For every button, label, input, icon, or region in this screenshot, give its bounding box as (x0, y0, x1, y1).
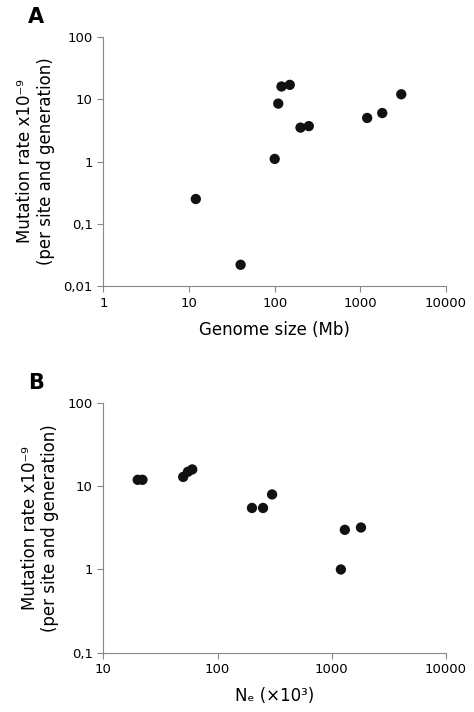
Point (184, 466, 191, 478)
Point (179, 471, 187, 483)
X-axis label: Genome size (Mb): Genome size (Mb) (199, 320, 350, 339)
Point (134, 474, 142, 486)
Point (341, 524, 349, 535)
Point (305, 120, 312, 132)
Point (139, 474, 146, 486)
Point (268, 488, 276, 500)
Point (237, 259, 245, 271)
Point (337, 564, 345, 575)
Point (286, 79, 293, 90)
Point (192, 194, 200, 205)
Text: A: A (28, 7, 44, 27)
Point (364, 112, 371, 124)
X-axis label: Nₑ (×10³): Nₑ (×10³) (235, 687, 314, 705)
Point (278, 80, 285, 92)
Point (378, 108, 386, 119)
Point (271, 153, 279, 164)
Y-axis label: Mutation rate x10⁻⁹
(per site and generation): Mutation rate x10⁻⁹ (per site and genera… (17, 58, 55, 266)
Point (274, 98, 282, 110)
Point (398, 88, 405, 100)
Point (189, 464, 196, 475)
Point (248, 502, 256, 513)
Point (357, 522, 365, 533)
Point (297, 122, 304, 133)
Text: B: B (28, 373, 44, 393)
Y-axis label: Mutation rate x10⁻⁹
(per site and generation): Mutation rate x10⁻⁹ (per site and genera… (20, 424, 59, 632)
Point (259, 502, 267, 513)
